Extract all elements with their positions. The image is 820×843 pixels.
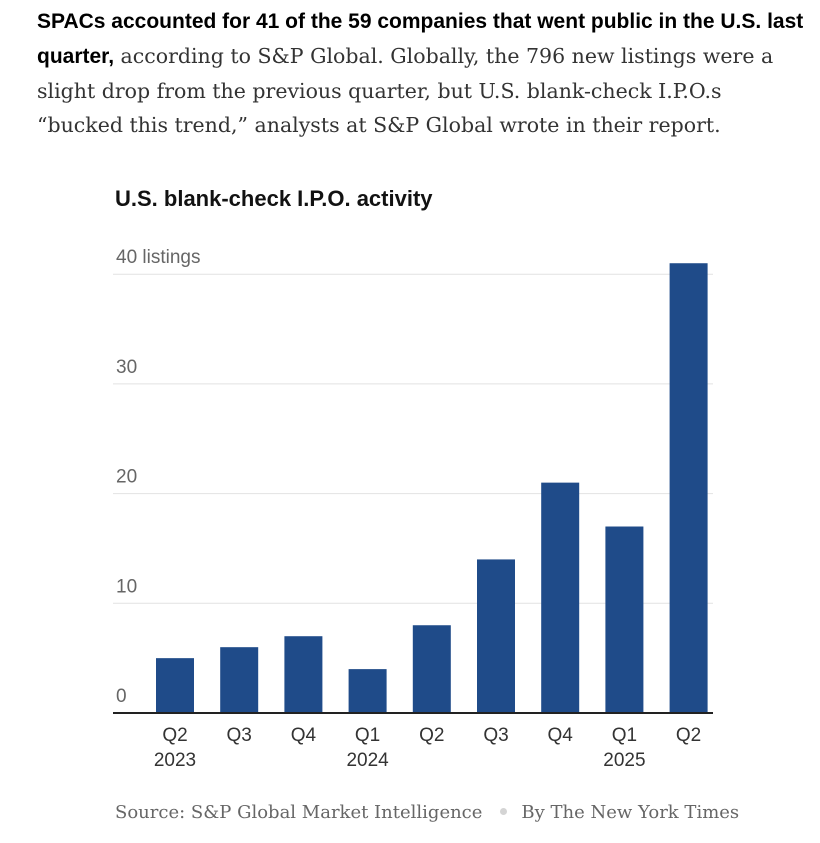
x-tick-label: Q3 xyxy=(227,725,252,746)
intro-lead: SPACs accounted for 41 of the 59 compani… xyxy=(37,10,804,68)
source-text: Source: S&P Global Market Intelligence xyxy=(115,802,483,823)
y-tick-label: 30 xyxy=(116,357,137,378)
x-year-label: 2025 xyxy=(603,750,645,771)
x-tick-label: Q4 xyxy=(548,725,574,746)
bar xyxy=(541,482,580,713)
bar xyxy=(605,526,644,713)
intro-body: according to S&P Global. Globally, the 7… xyxy=(37,44,774,137)
bar xyxy=(669,263,708,713)
x-tick-label: Q2 xyxy=(162,725,187,746)
bar xyxy=(284,636,323,713)
bar xyxy=(477,559,515,713)
x-tick-label: Q1 xyxy=(612,725,637,746)
source-line: Source: S&P Global Market Intelligence By… xyxy=(115,802,739,823)
y-tick-label: 0 xyxy=(116,686,127,707)
bar xyxy=(348,669,387,713)
x-tick-label: Q4 xyxy=(291,725,317,746)
intro-paragraph: SPACs accounted for 41 of the 59 compani… xyxy=(37,4,807,142)
bar xyxy=(156,658,194,713)
credit-text: By The New York Times xyxy=(521,802,740,823)
y-tick-label: 20 xyxy=(116,467,137,488)
x-tick-label: Q2 xyxy=(419,725,444,746)
y-tick-label: 10 xyxy=(116,576,137,597)
x-tick-label: Q3 xyxy=(483,725,508,746)
x-tick-label: Q2 xyxy=(676,725,701,746)
x-year-label: 2023 xyxy=(154,750,196,771)
bar xyxy=(412,625,451,713)
y-tick-label: 40 listings xyxy=(116,247,201,268)
separator-dot xyxy=(500,808,508,815)
x-year-label: 2024 xyxy=(346,750,389,771)
chart-title: U.S. blank-check I.P.O. activity xyxy=(115,186,433,211)
x-tick-label: Q1 xyxy=(355,725,380,746)
bar xyxy=(220,647,259,713)
